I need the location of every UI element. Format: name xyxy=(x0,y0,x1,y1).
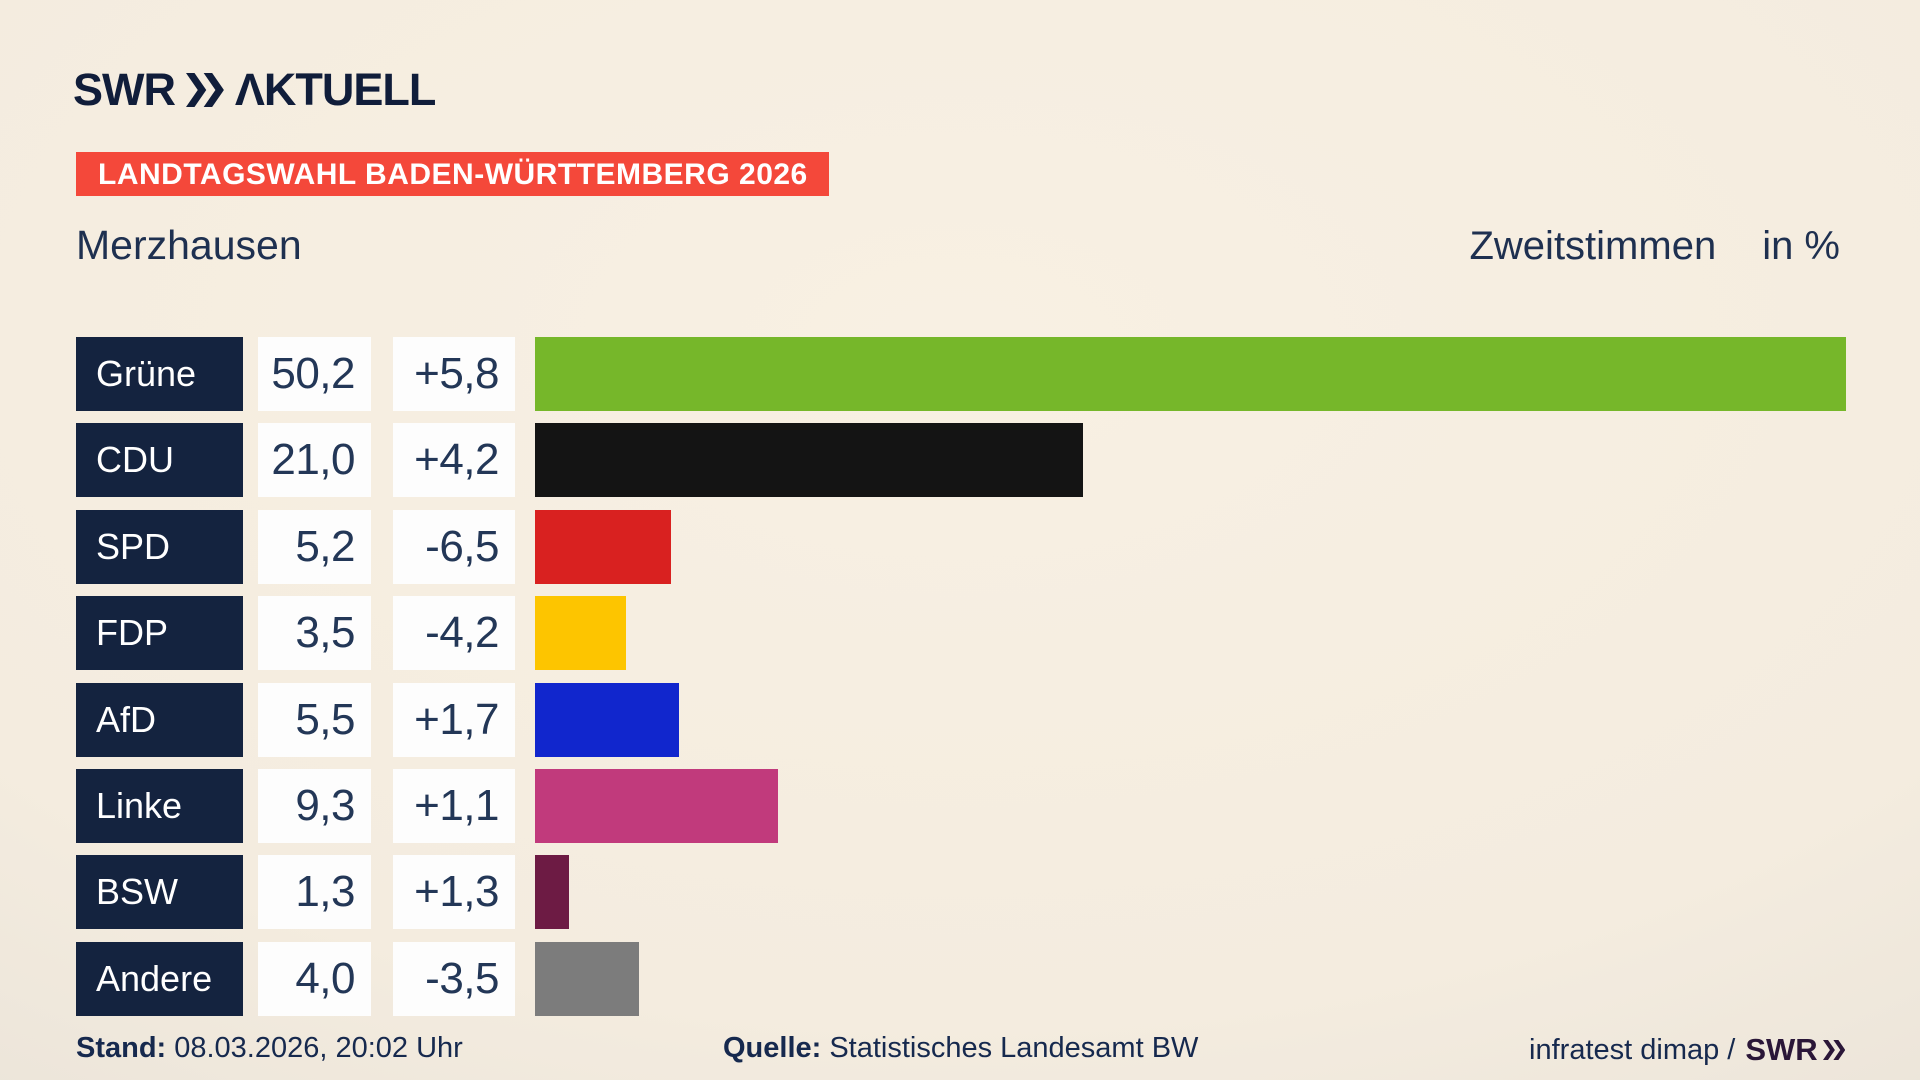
party-result-bar xyxy=(535,423,1083,498)
party-value: 50,2 xyxy=(258,337,371,411)
footer: Stand: 08.03.2026, 20:02 Uhr Quelle: Stati… xyxy=(0,1026,1920,1072)
double-chevron-icon xyxy=(186,73,224,107)
party-result-bar xyxy=(535,855,569,930)
swr-footer-logo: SWR xyxy=(1745,1032,1845,1068)
unit-text: in % xyxy=(1762,224,1840,268)
municipality-title: Merzhausen xyxy=(76,222,302,268)
double-chevron-icon xyxy=(1823,1040,1845,1060)
source-label: Quelle: xyxy=(723,1032,822,1064)
party-label: BSW xyxy=(76,855,243,930)
banner-text: LANDTAGSWAHL BADEN-WÜRTTEMBERG 2026 xyxy=(98,158,808,191)
source-value: Statistisches Landesamt BW xyxy=(829,1032,1199,1064)
party-change: -4,2 xyxy=(393,596,515,671)
credit-text: infratest dimap / xyxy=(1529,1033,1736,1066)
party-row: Andere 4,0 -3,5 xyxy=(0,941,1920,1016)
source-note: Quelle: Statistisches Landesamt BW xyxy=(723,1032,1198,1065)
party-value: 5,5 xyxy=(258,682,371,757)
party-value: 3,5 xyxy=(258,596,371,671)
measure-label: Zweitstimmen in % xyxy=(1469,224,1840,269)
party-value: 5,2 xyxy=(258,509,371,584)
swr-logo-text: SWR xyxy=(73,64,176,115)
party-label: Andere xyxy=(76,941,243,1016)
party-change: +1,7 xyxy=(393,682,515,757)
party-label: AfD xyxy=(76,682,243,757)
party-row: AfD 5,5 +1,7 xyxy=(0,682,1920,757)
party-value: 21,0 xyxy=(258,423,371,498)
party-row: Linke 9,3 +1,1 xyxy=(0,768,1920,843)
credit-note: infratest dimap / SWR xyxy=(1529,1032,1845,1068)
party-row: Grüne 50,2 +5,8 xyxy=(0,337,1920,411)
party-change: +1,3 xyxy=(393,855,515,930)
party-label: CDU xyxy=(76,423,243,498)
party-label: FDP xyxy=(76,596,243,671)
party-change: +1,1 xyxy=(393,768,515,843)
party-value: 9,3 xyxy=(258,768,371,843)
party-row: SPD 5,2 -6,5 xyxy=(0,509,1920,584)
party-change: -6,5 xyxy=(393,509,515,584)
results-bar-chart: Grüne 50,2 +5,8 CDU 21,0 +4,2 SPD 5,2 -6,5 FDP 3,5… xyxy=(0,337,1920,1016)
party-row: BSW 1,3 +1,3 xyxy=(0,855,1920,930)
party-label: Linke xyxy=(76,768,243,843)
party-result-bar xyxy=(535,596,626,671)
party-change: -3,5 xyxy=(393,941,515,1016)
party-result-bar xyxy=(535,682,679,757)
party-label: Grüne xyxy=(76,337,243,411)
election-banner: LANDTAGSWAHL BADEN-WÜRTTEMBERG 2026 xyxy=(76,152,829,196)
aktuell-logo-text: ΛKTUELL xyxy=(234,64,436,115)
party-change: +5,8 xyxy=(393,337,515,411)
party-result-bar xyxy=(535,337,1846,411)
party-row: FDP 3,5 -4,2 xyxy=(0,596,1920,671)
party-value: 4,0 xyxy=(258,941,371,1016)
title-row: Merzhausen Zweitstimmen in % xyxy=(76,222,1840,272)
party-result-bar xyxy=(535,941,639,1016)
swr-aktuell-logo: SWR ΛKTUELL xyxy=(73,64,436,116)
party-value: 1,3 xyxy=(258,855,371,930)
party-label: SPD xyxy=(76,509,243,584)
party-row: CDU 21,0 +4,2 xyxy=(0,423,1920,498)
stand-timestamp: Stand: 08.03.2026, 20:02 Uhr xyxy=(76,1032,463,1065)
swr-footer-logo-text: SWR xyxy=(1745,1032,1818,1067)
stand-value: 08.03.2026, 20:02 Uhr xyxy=(174,1032,463,1064)
stand-label: Stand: xyxy=(76,1032,167,1064)
party-result-bar xyxy=(535,509,671,584)
party-result-bar xyxy=(535,768,778,843)
measure-text: Zweitstimmen xyxy=(1469,224,1717,268)
party-change: +4,2 xyxy=(393,423,515,498)
